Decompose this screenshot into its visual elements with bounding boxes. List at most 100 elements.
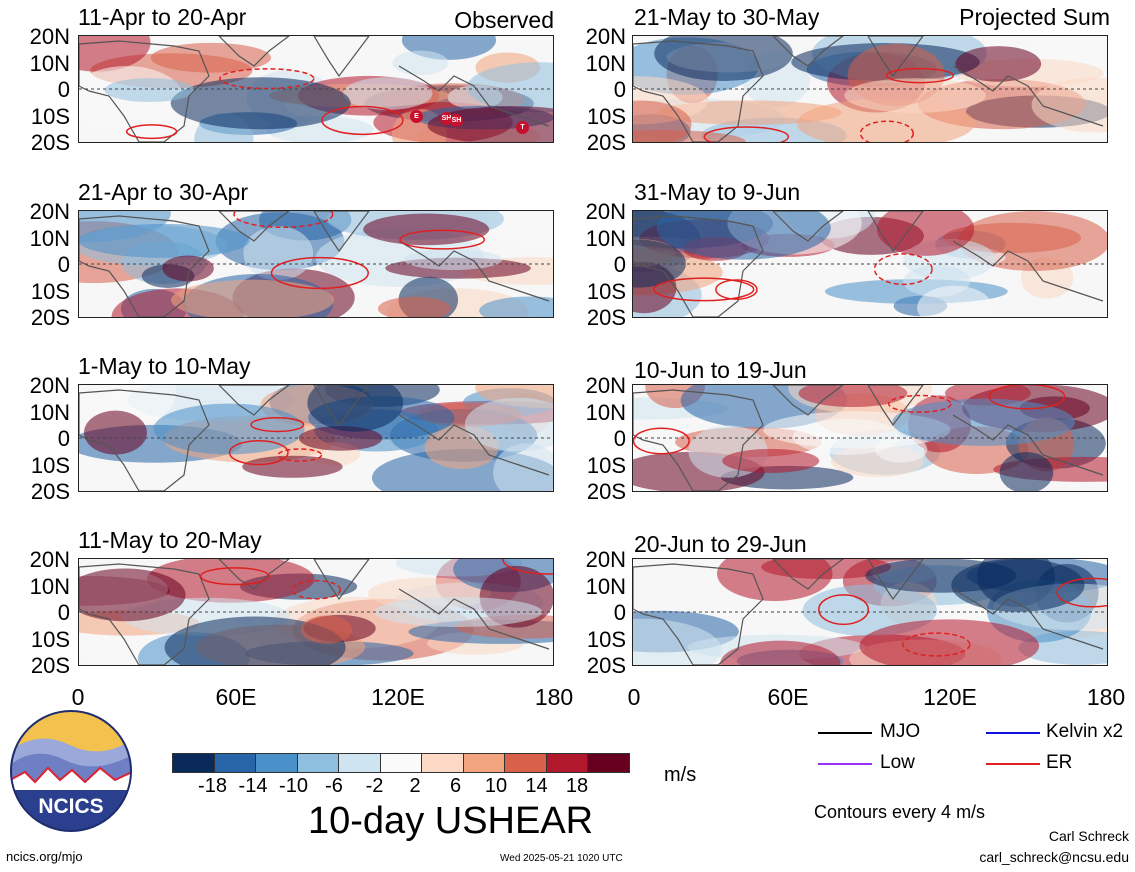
lat-label: 20N — [585, 199, 626, 224]
er-line — [986, 763, 1040, 765]
shear-map — [78, 35, 554, 143]
colorbar-swatch — [587, 753, 630, 773]
lon-label: 120E — [923, 684, 977, 710]
lat-label: 0 — [613, 600, 626, 625]
lat-label: 10N — [29, 573, 70, 599]
lon-label: 180 — [534, 684, 574, 710]
er-contour — [125, 124, 178, 140]
lat-label: 10N — [29, 50, 70, 76]
lat-label: 10N — [585, 225, 626, 251]
shear-blob — [859, 619, 1040, 665]
panel-title: 21-May to 30-May — [634, 4, 820, 30]
shear-blob — [654, 36, 793, 81]
shear-blob — [162, 255, 214, 282]
lon-label: 60E — [767, 684, 809, 710]
coastline — [633, 385, 1104, 491]
lat-label: 20S — [30, 479, 70, 504]
colorbar-tick: 18 — [565, 775, 589, 797]
legend-kelvin: Kelvin x2 — [1046, 721, 1124, 742]
panel-title: 31-May to 9-Jun — [634, 179, 801, 205]
shear-blob — [301, 615, 353, 644]
er-contour — [715, 279, 758, 300]
lat-label: 10S — [586, 278, 626, 304]
er-contour — [653, 277, 755, 302]
logo-text: NCICS — [38, 795, 103, 818]
er-contour — [228, 440, 289, 466]
shear-blob — [955, 46, 1042, 82]
colorbar-swatch — [504, 753, 546, 773]
shear-blob — [403, 249, 503, 271]
panel-title: 21-Apr to 30-Apr — [78, 179, 249, 205]
colorbar-tick: -10 — [279, 775, 308, 797]
colorbar-tick: -14 — [238, 775, 268, 797]
storm-marker: T — [516, 121, 529, 134]
lat-label: 10N — [585, 50, 626, 76]
footer-email: carl_schreck@ncsu.edu — [979, 849, 1129, 865]
shear-blob — [242, 455, 343, 478]
er-contour — [321, 105, 404, 136]
storm-marker: SH — [440, 112, 453, 125]
shear-blob — [83, 410, 147, 455]
lat-label: 20N — [585, 547, 626, 572]
legend-er: ER — [1046, 752, 1073, 773]
er-contour — [988, 385, 1066, 410]
colorbar-swatch — [213, 753, 255, 773]
colorbar-tick: 10 — [484, 775, 508, 797]
shear-blob — [104, 78, 195, 103]
lat-label: 10N — [29, 399, 70, 425]
colorbar-tick: -6 — [325, 775, 343, 797]
coastline — [633, 211, 1104, 317]
shear-blob — [493, 443, 553, 491]
shear-blob — [79, 36, 151, 72]
lat-label: 20N — [29, 547, 70, 572]
lon-label: 120E — [371, 684, 425, 710]
er-contour — [199, 567, 270, 586]
shear-blob — [999, 451, 1054, 491]
lat-label: 0 — [613, 77, 626, 102]
er-contour — [902, 632, 971, 657]
colorbar-swatch — [421, 753, 463, 773]
panel-label: Observed — [454, 7, 554, 33]
colorbar-tick: 14 — [525, 775, 548, 797]
footer-url: ncics.org/mjo — [6, 849, 83, 864]
lat-label: 20N — [585, 373, 626, 398]
lat-label: 20S — [30, 653, 70, 678]
lat-label: 0 — [57, 600, 70, 625]
er-contour — [885, 67, 955, 84]
shear-blob — [1031, 77, 1107, 133]
er-contour — [502, 559, 553, 575]
panel-label: Projected Sum — [959, 4, 1110, 30]
shear-blob — [793, 418, 900, 455]
lat-label: 20N — [585, 24, 626, 49]
shear-map — [78, 558, 554, 666]
lat-label: 20N — [29, 24, 70, 49]
lat-label: 0 — [613, 252, 626, 277]
colorbar-swatch — [296, 753, 338, 773]
shear-blob — [798, 385, 908, 408]
lat-label: 10S — [586, 626, 626, 652]
lat-label: 0 — [57, 426, 70, 451]
shear-blob — [153, 403, 305, 455]
shear-blob — [466, 62, 553, 113]
er-contour — [233, 211, 334, 229]
shear-blob — [656, 211, 831, 260]
er-contour — [859, 120, 914, 142]
lat-label: 20S — [586, 653, 626, 678]
lat-label: 20N — [29, 373, 70, 398]
er-contour — [633, 427, 690, 455]
coastline — [79, 211, 550, 317]
lat-label: 10S — [30, 103, 70, 129]
kelvin-line — [986, 732, 1040, 734]
lat-label: 0 — [613, 426, 626, 451]
shear-blob — [917, 285, 993, 317]
panel-title: 20-Jun to 29-Jun — [634, 531, 807, 557]
shear-blob — [876, 211, 975, 256]
shear-blob — [243, 226, 314, 281]
shear-blob — [392, 50, 449, 76]
colorbar-swatch — [462, 753, 504, 773]
lat-label: 10S — [586, 103, 626, 129]
storm-marker: E — [410, 110, 423, 123]
lat-label: 10S — [586, 452, 626, 478]
shear-blob — [307, 385, 404, 432]
legend-low: Low — [880, 752, 915, 773]
